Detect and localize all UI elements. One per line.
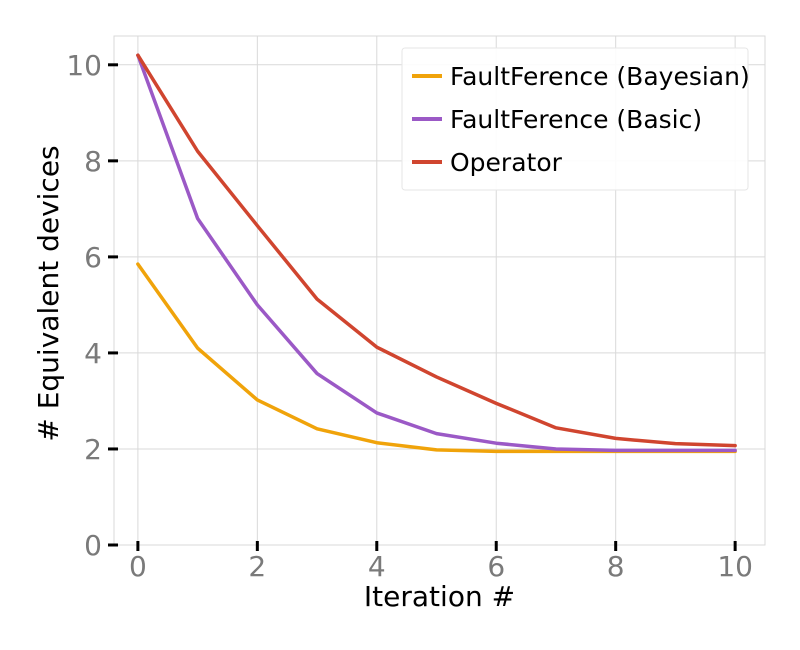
y-tick-label: 0 [84, 529, 102, 562]
y-axis-label: # Equivalent devices [32, 145, 65, 441]
legend: FaultFerence (Bayesian) FaultFerence (Bas… [401, 47, 750, 191]
y-tick-label: 10 [66, 49, 102, 82]
x-tick-label: 4 [368, 550, 386, 583]
legend-frame [401, 47, 749, 191]
legend-label: FaultFerence (Basic) [450, 105, 702, 134]
x-tick-label: 0 [129, 550, 147, 583]
y-tick-label: 2 [84, 433, 102, 466]
y-tick-label: 4 [84, 337, 102, 370]
axis-ticks: 0 2 4 6 8 10 0 2 4 6 8 10 [66, 49, 753, 583]
y-tick-label: 8 [84, 145, 102, 178]
legend-label: Operator [450, 148, 563, 177]
y-tick-label: 6 [84, 241, 102, 274]
x-tick-label: 2 [248, 550, 266, 583]
plot-frame [113, 35, 766, 546]
series-line-1 [136, 262, 737, 454]
x-axis-label: Iteration # [364, 580, 515, 613]
x-tick-label: 10 [717, 550, 753, 583]
series-line-3 [136, 53, 737, 448]
legend-label: FaultFerence (Bayesian) [450, 62, 750, 91]
series-line-2 [136, 53, 737, 453]
series-lines [136, 53, 737, 454]
x-tick-label: 6 [487, 550, 505, 583]
x-tick-label: 8 [607, 550, 625, 583]
